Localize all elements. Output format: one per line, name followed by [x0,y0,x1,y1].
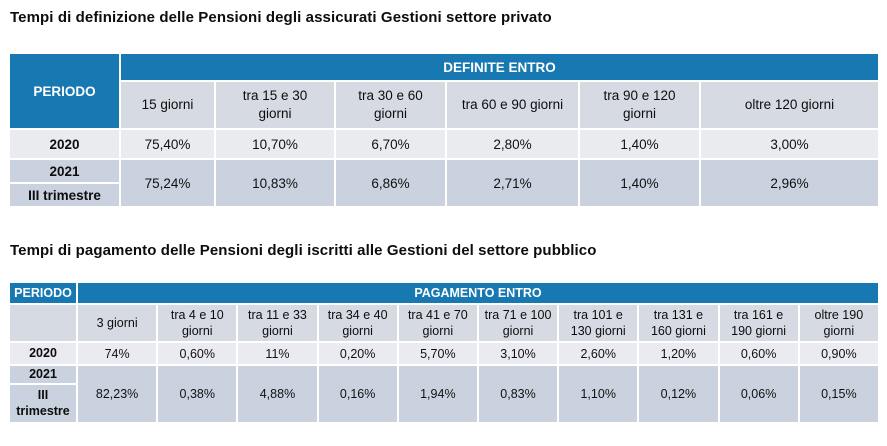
table1-value-cell: 10,83% [216,160,334,206]
table2-row-label-trimestre: III trimestre [10,384,76,422]
table1-col-header: tra 90 e 120 giorni [580,82,699,128]
table2-value-cell: 74% [78,343,157,364]
table2-pagamento-pensioni: PERIODO PAGAMENTO ENTRO 3 giorni tra 4 e… [8,281,880,424]
table2-col-header: tra 131 e 160 giorni [639,305,718,341]
table2-col-header: tra 71 e 100 giorni [478,305,558,341]
table1-row-label-trimestre: III trimestre [10,184,119,206]
table2-value-cell: 0,20% [318,343,397,364]
table1-group-header: DEFINITE ENTRO [121,54,878,80]
table1-value-cell: 10,70% [216,130,334,158]
table2-row-label-2020: 2020 [10,343,76,364]
table2-value-cell: 0,16% [318,366,397,422]
table1-title: Tempi di definizione delle Pensioni degl… [10,9,552,26]
table1-col-header: tra 15 e 30 giorni [216,82,334,128]
table2-value-cell: 0,38% [158,366,237,422]
table2-value-cell: 5,70% [398,343,477,364]
table1-col-header: tra 60 e 90 giorni [447,82,578,128]
table1-value-cell: 3,00% [701,130,878,158]
table1-periodo-header: PERIODO [10,54,119,128]
table2-value-cell: 0,60% [158,343,237,364]
table1-value-cell: 6,86% [336,160,445,206]
table2-value-cell: 0,06% [719,366,798,422]
table2-title: Tempi di pagamento delle Pensioni degli … [10,242,597,259]
table2-col-header: tra 4 e 10 giorni [158,305,237,341]
table1-value-cell: 1,40% [580,130,699,158]
table1-value-cell: 2,80% [447,130,578,158]
table2-col-header: oltre 190 giorni [799,305,878,341]
table2-col-header: tra 161 e 190 giorni [719,305,798,341]
table2-empty-corner-cell [10,305,76,341]
table1-value-cell: 2,71% [447,160,578,206]
table2-col-header: tra 101 e 130 giorni [559,305,638,341]
table2-value-cell: 3,10% [478,343,558,364]
table2-col-header: tra 34 e 40 giorni [318,305,397,341]
table1-row-label-2021: 2021 [10,160,119,182]
table1-col-header: 15 giorni [121,82,214,128]
table2-value-cell: 0,15% [799,366,878,422]
table2-value-cell: 11% [238,343,317,364]
table2-value-cell: 82,23% [78,366,157,422]
table2-group-header: PAGAMENTO ENTRO [78,283,878,303]
table1-value-cell: 75,40% [121,130,214,158]
table1-value-cell: 75,24% [121,160,214,206]
table1-row-label-2020: 2020 [10,130,119,158]
table2-value-cell: 0,83% [478,366,558,422]
table2-row-label-2021: 2021 [10,366,76,383]
table2-value-cell: 0,60% [719,343,798,364]
table2-value-cell: 1,20% [639,343,718,364]
table1-definizione-pensioni: PERIODO DEFINITE ENTRO 15 giorni tra 15 … [8,52,880,208]
table2-value-cell: 0,90% [799,343,878,364]
table2-value-cell: 2,60% [559,343,638,364]
table2-col-header: 3 giorni [78,305,157,341]
table1-col-header: tra 30 e 60 giorni [336,82,445,128]
table2-value-cell: 4,88% [238,366,317,422]
table2-periodo-header: PERIODO [10,283,76,303]
table2-col-header: tra 41 e 70 giorni [398,305,477,341]
table1-col-header: oltre 120 giorni [701,82,878,128]
table1-value-cell: 1,40% [580,160,699,206]
table1-value-cell: 6,70% [336,130,445,158]
table2-value-cell: 0,12% [639,366,718,422]
table1-value-cell: 2,96% [701,160,878,206]
table2-value-cell: 1,94% [398,366,477,422]
table2-col-header: tra 11 e 33 giorni [238,305,317,341]
table2-value-cell: 1,10% [559,366,638,422]
